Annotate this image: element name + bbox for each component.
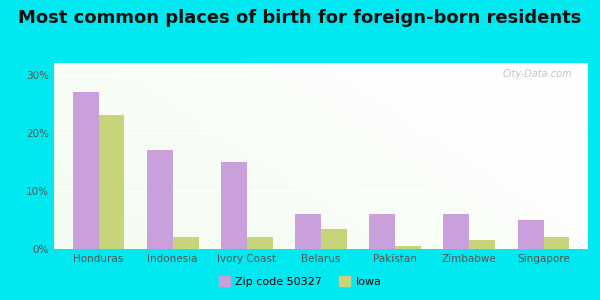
- Text: Most common places of birth for foreign-born residents: Most common places of birth for foreign-…: [19, 9, 581, 27]
- Bar: [295, 214, 321, 249]
- Bar: [147, 150, 173, 249]
- Text: City-Data.com: City-Data.com: [502, 69, 572, 79]
- Bar: [321, 229, 347, 249]
- Bar: [73, 92, 98, 249]
- Bar: [443, 214, 469, 249]
- Bar: [369, 214, 395, 249]
- Bar: [221, 162, 247, 249]
- Bar: [518, 220, 544, 249]
- Bar: [98, 115, 124, 249]
- Bar: [544, 237, 569, 249]
- Bar: [247, 237, 273, 249]
- Bar: [395, 246, 421, 249]
- Bar: [469, 240, 495, 249]
- Bar: [173, 237, 199, 249]
- Legend: Zip code 50327, Iowa: Zip code 50327, Iowa: [214, 272, 386, 291]
